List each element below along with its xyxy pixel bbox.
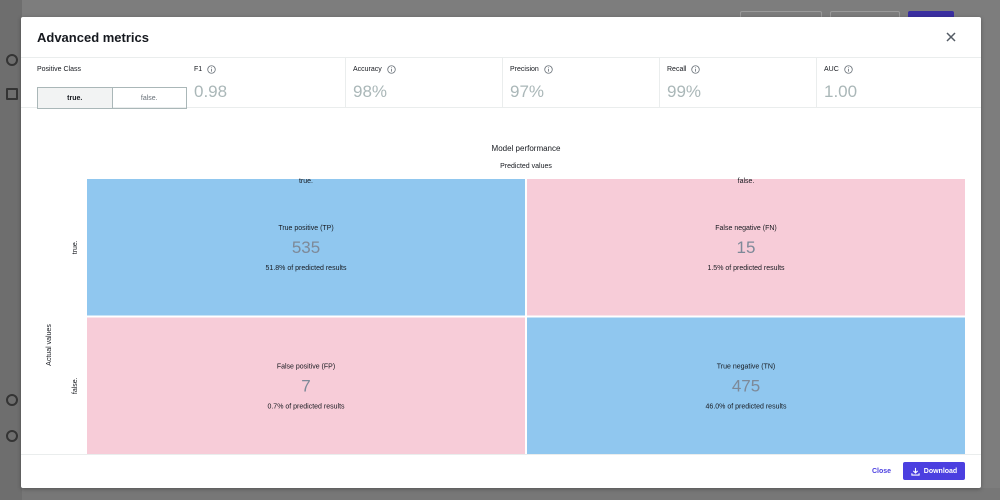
close-button[interactable]: Close [871,468,891,475]
metric-precision-label: Precision [510,66,539,73]
metrics-row: Positive Class true. false. F1 0.98 Accu… [21,58,981,109]
advanced-metrics-modal: Advanced metrics Positive Class true. fa… [21,17,981,488]
download-button[interactable]: Download [903,462,965,480]
positive-class-option-false[interactable]: false. [140,94,158,102]
metric-f1-label: F1 [194,66,203,73]
modal-footer: Close Download [21,454,981,488]
info-icon[interactable] [387,65,396,74]
confusion-matrix-area: Model performance Predicted values Actua… [21,109,981,454]
x-tick-label: false. [738,178,755,185]
positive-class-segmented-control: true. false. [37,87,187,109]
cell-tp [87,179,525,316]
y-axis-label: Actual values [46,324,53,366]
metric-precision-value: 97% [510,82,545,101]
cell-fn [527,179,965,316]
info-icon[interactable] [544,65,553,74]
cell-tp-percent: 51.8% of predicted results [266,265,347,272]
y-tick-label: false. [72,377,79,394]
cell-fn-value: 15 [737,238,756,257]
metric-f1: F1 0.98 [187,58,345,108]
cell-fn-label: False negative (FN) [715,225,776,232]
info-icon[interactable] [691,65,701,74]
metric-accuracy-label: Accuracy [353,66,382,73]
cell-tn-value: 475 [732,377,760,396]
cell-tn-percent: 46.0% of predicted results [706,404,787,411]
metric-precision: Precision 97% [502,58,659,108]
metric-accuracy-value: 98% [353,82,388,101]
positive-class-selector: Positive Class true. false. [37,65,187,109]
positive-class-option-true[interactable]: true. [38,88,113,108]
cell-fp-percent: 0.7% of predicted results [267,404,345,411]
app-sidebar [0,0,22,500]
user-icon [6,430,18,442]
metric-auc: AUC 1.00 [816,58,981,108]
x-tick-label: true. [299,178,313,185]
cell-tp-value: 535 [292,238,320,257]
background-status-bar [22,488,1000,500]
list-icon [6,88,18,100]
help-icon [6,394,18,406]
metric-accuracy: Accuracy 98% [345,58,502,108]
x-axis-label: Predicted values [500,163,552,170]
info-icon[interactable] [207,65,216,74]
metric-recall-label: Recall [667,66,687,73]
modal-header: Advanced metrics [21,17,981,58]
cell-fp [87,317,525,454]
metric-auc-label: AUC [824,66,839,73]
metric-recall-value: 99% [667,82,702,101]
cell-tn [527,317,965,454]
cell-fp-label: False positive (FP) [277,364,335,371]
cell-tn-label: True negative (TN) [717,364,775,371]
close-icon[interactable] [943,29,959,45]
rocket-icon [6,54,18,66]
download-button-label: Download [923,467,958,475]
cell-fn-percent: 1.5% of predicted results [707,265,785,272]
cell-tp-label: True positive (TP) [278,225,333,232]
info-icon[interactable] [844,65,853,74]
download-icon [911,467,920,476]
metric-auc-value: 1.00 [824,82,858,101]
cell-fp-value: 7 [301,377,310,396]
chart-title: Model performance [492,144,561,153]
positive-class-label: Positive Class [37,66,81,73]
confusion-matrix-chart: Model performance Predicted values Actua… [46,144,965,454]
metric-f1-value: 0.98 [194,82,228,101]
y-tick-label: true. [72,240,79,254]
metric-recall: Recall 99% [659,58,816,108]
modal-title: Advanced metrics [37,29,149,45]
